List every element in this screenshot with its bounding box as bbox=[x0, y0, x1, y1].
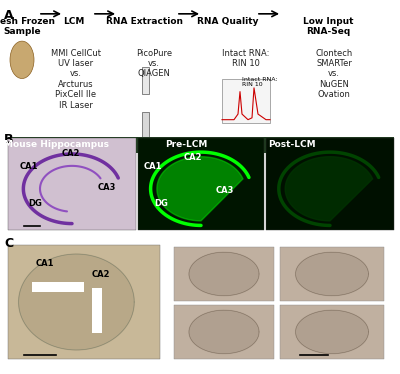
Polygon shape bbox=[189, 310, 259, 353]
Text: Pre-LCM: Pre-LCM bbox=[165, 140, 207, 150]
Bar bbox=[8, 245, 160, 359]
Bar bbox=[138, 138, 264, 230]
Text: RNA Extraction: RNA Extraction bbox=[106, 17, 182, 26]
Text: CA3: CA3 bbox=[216, 186, 234, 195]
Text: LCM: LCM bbox=[63, 17, 85, 26]
Text: RNA Quality: RNA Quality bbox=[197, 17, 259, 26]
Text: A: A bbox=[4, 9, 14, 22]
Bar bbox=[174, 247, 274, 301]
Text: Clontech
SMARTer
vs.
NuGEN
Ovation: Clontech SMARTer vs. NuGEN Ovation bbox=[315, 49, 353, 99]
Text: Intact RNA:
RIN 10: Intact RNA: RIN 10 bbox=[242, 77, 278, 88]
Polygon shape bbox=[296, 310, 368, 353]
Bar bbox=[280, 305, 384, 359]
Text: CA1: CA1 bbox=[20, 162, 38, 171]
Text: Intact RNA:
RIN 10: Intact RNA: RIN 10 bbox=[222, 49, 270, 68]
Bar bbox=[142, 112, 149, 138]
Bar bbox=[222, 79, 270, 123]
Ellipse shape bbox=[10, 41, 34, 79]
Text: C: C bbox=[4, 237, 13, 251]
Polygon shape bbox=[285, 157, 373, 221]
Text: CA3: CA3 bbox=[98, 183, 116, 191]
Bar bbox=[8, 137, 394, 153]
Text: B: B bbox=[4, 133, 14, 146]
Bar bbox=[266, 138, 394, 230]
Text: Low Input
RNA-Seq: Low Input RNA-Seq bbox=[303, 17, 353, 36]
Bar bbox=[174, 305, 274, 359]
Text: CA1: CA1 bbox=[36, 259, 54, 268]
Bar bbox=[280, 247, 384, 301]
Text: CA2: CA2 bbox=[62, 149, 80, 158]
Polygon shape bbox=[157, 157, 243, 221]
Text: PicoPure
vs.
QIAGEN: PicoPure vs. QIAGEN bbox=[136, 49, 172, 79]
Text: Fresh Frozen
Sample: Fresh Frozen Sample bbox=[0, 17, 54, 36]
Text: MMI CellCut
UV laser
vs.
Arcturus
PixCell IIe
IR Laser: MMI CellCut UV laser vs. Arcturus PixCel… bbox=[51, 49, 101, 110]
Polygon shape bbox=[189, 252, 259, 295]
Text: CA1: CA1 bbox=[144, 162, 162, 171]
Text: DG: DG bbox=[28, 199, 42, 208]
Text: CA2: CA2 bbox=[92, 270, 110, 279]
Text: Post-LCM: Post-LCM bbox=[268, 140, 316, 150]
Bar bbox=[92, 288, 102, 333]
Text: DG: DG bbox=[154, 199, 168, 208]
Polygon shape bbox=[19, 254, 134, 350]
Polygon shape bbox=[296, 252, 368, 295]
Bar bbox=[8, 138, 136, 230]
Bar bbox=[142, 67, 149, 94]
Bar bbox=[32, 282, 84, 292]
Text: CA2: CA2 bbox=[184, 153, 202, 162]
Text: Mouse Hippocampus: Mouse Hippocampus bbox=[4, 140, 108, 150]
